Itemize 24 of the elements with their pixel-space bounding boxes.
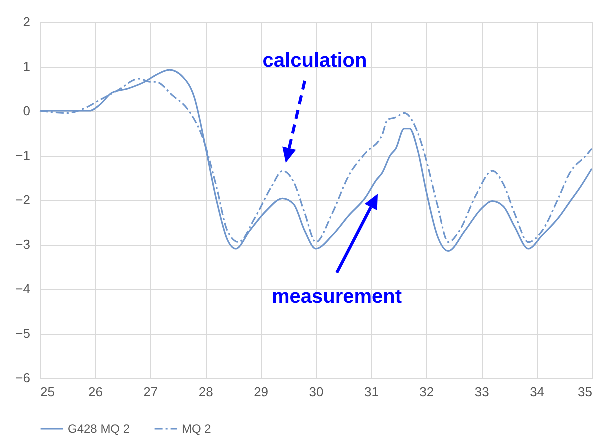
y-tick-label: −3 [16,237,30,252]
annotation: calculation [262,50,368,72]
y-tick-label: 0 [23,104,30,118]
x-tick-label: 28 [198,384,214,400]
x-tick-label: 32 [420,384,434,400]
legend-label: G428 MQ 2 [68,422,130,436]
x-tick-label: 30 [309,384,324,400]
x-tick-label: 26 [88,384,103,400]
y-tick-label: 2 [23,14,30,30]
x-tick-label: 31 [364,384,379,400]
y-tick-label: 1 [23,59,30,74]
y-tick-label: −4 [16,282,30,296]
x-tick-label: 29 [254,384,269,400]
x-tick-label: 25 [40,384,55,400]
y-tick-label: −2 [16,192,30,208]
x-tick-label: 35 [578,384,592,400]
x-tick-label: 34 [530,384,545,400]
x-tick-label: 27 [144,384,158,400]
legend-label: MQ 2 [182,422,212,436]
annotation: measurement [272,286,402,308]
y-tick-label: −1 [16,148,30,163]
y-tick-label: −5 [16,326,30,341]
x-tick-label: 33 [474,384,490,400]
y-tick-label: −6 [16,370,30,386]
